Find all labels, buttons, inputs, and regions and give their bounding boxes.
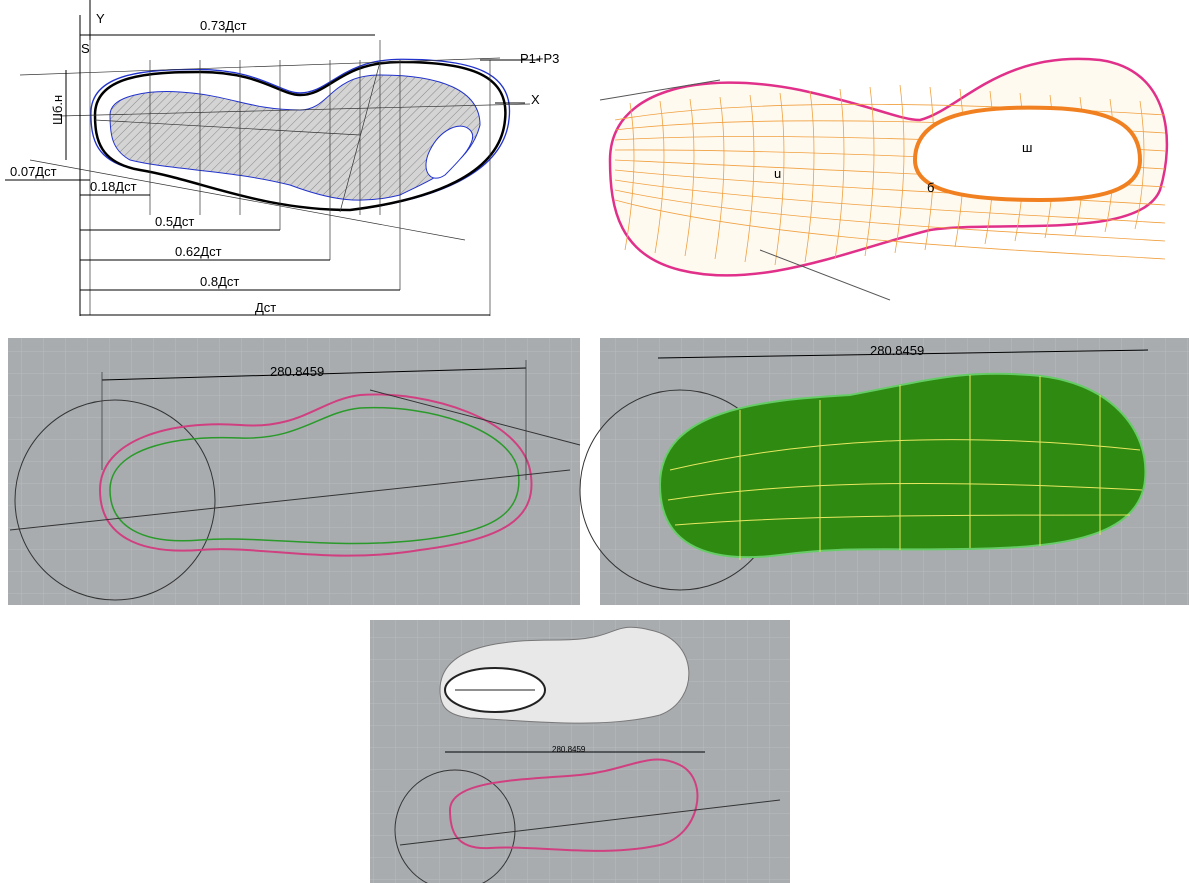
label: P1+P3: [520, 51, 559, 66]
label: 0.5Дст: [155, 214, 194, 229]
surface-view: 280.8459: [579, 338, 1189, 605]
label: ш: [1022, 140, 1032, 155]
mesh-view: u ш б: [593, 40, 1189, 301]
label: 0.07Дст: [10, 164, 57, 179]
mesh-line: [684, 98, 695, 257]
label: 0.8Дст: [200, 274, 239, 289]
dimension: 280.8459: [552, 745, 586, 754]
mesh-line: [614, 199, 1166, 260]
dimension: 280.8459: [870, 343, 924, 358]
mesh-line: [714, 96, 725, 260]
technical-drawing: Y X S 0.73Дст P1+P3 Шб.н 0.07Дст 0.18Дст…: [5, 0, 559, 316]
label: X: [531, 92, 540, 107]
label: Y: [96, 11, 105, 26]
label: 0.62Дст: [175, 244, 222, 259]
label: 0.73Дст: [200, 18, 247, 33]
label: б: [927, 180, 934, 195]
label: S: [81, 41, 90, 56]
mesh-line: [894, 84, 905, 254]
mesh-line: [654, 100, 665, 254]
mesh-line: [614, 189, 1166, 242]
render-view: 280.8459: [370, 620, 790, 883]
dimension: 280.8459: [270, 364, 324, 379]
label: 0.18Дст: [90, 179, 137, 194]
mesh-line: [1134, 100, 1145, 230]
mesh-line: [834, 88, 845, 260]
label: u: [774, 166, 781, 181]
mesh-line: [804, 90, 815, 263]
mesh-line: [614, 169, 1166, 206]
wire-view: 280.8459: [8, 338, 581, 605]
label: Дст: [255, 300, 276, 315]
label: Шб.н: [50, 95, 65, 125]
mesh-line: [774, 92, 785, 266]
mesh-line: [744, 94, 755, 263]
mesh-line: [614, 179, 1166, 224]
mesh-line: [864, 86, 875, 257]
